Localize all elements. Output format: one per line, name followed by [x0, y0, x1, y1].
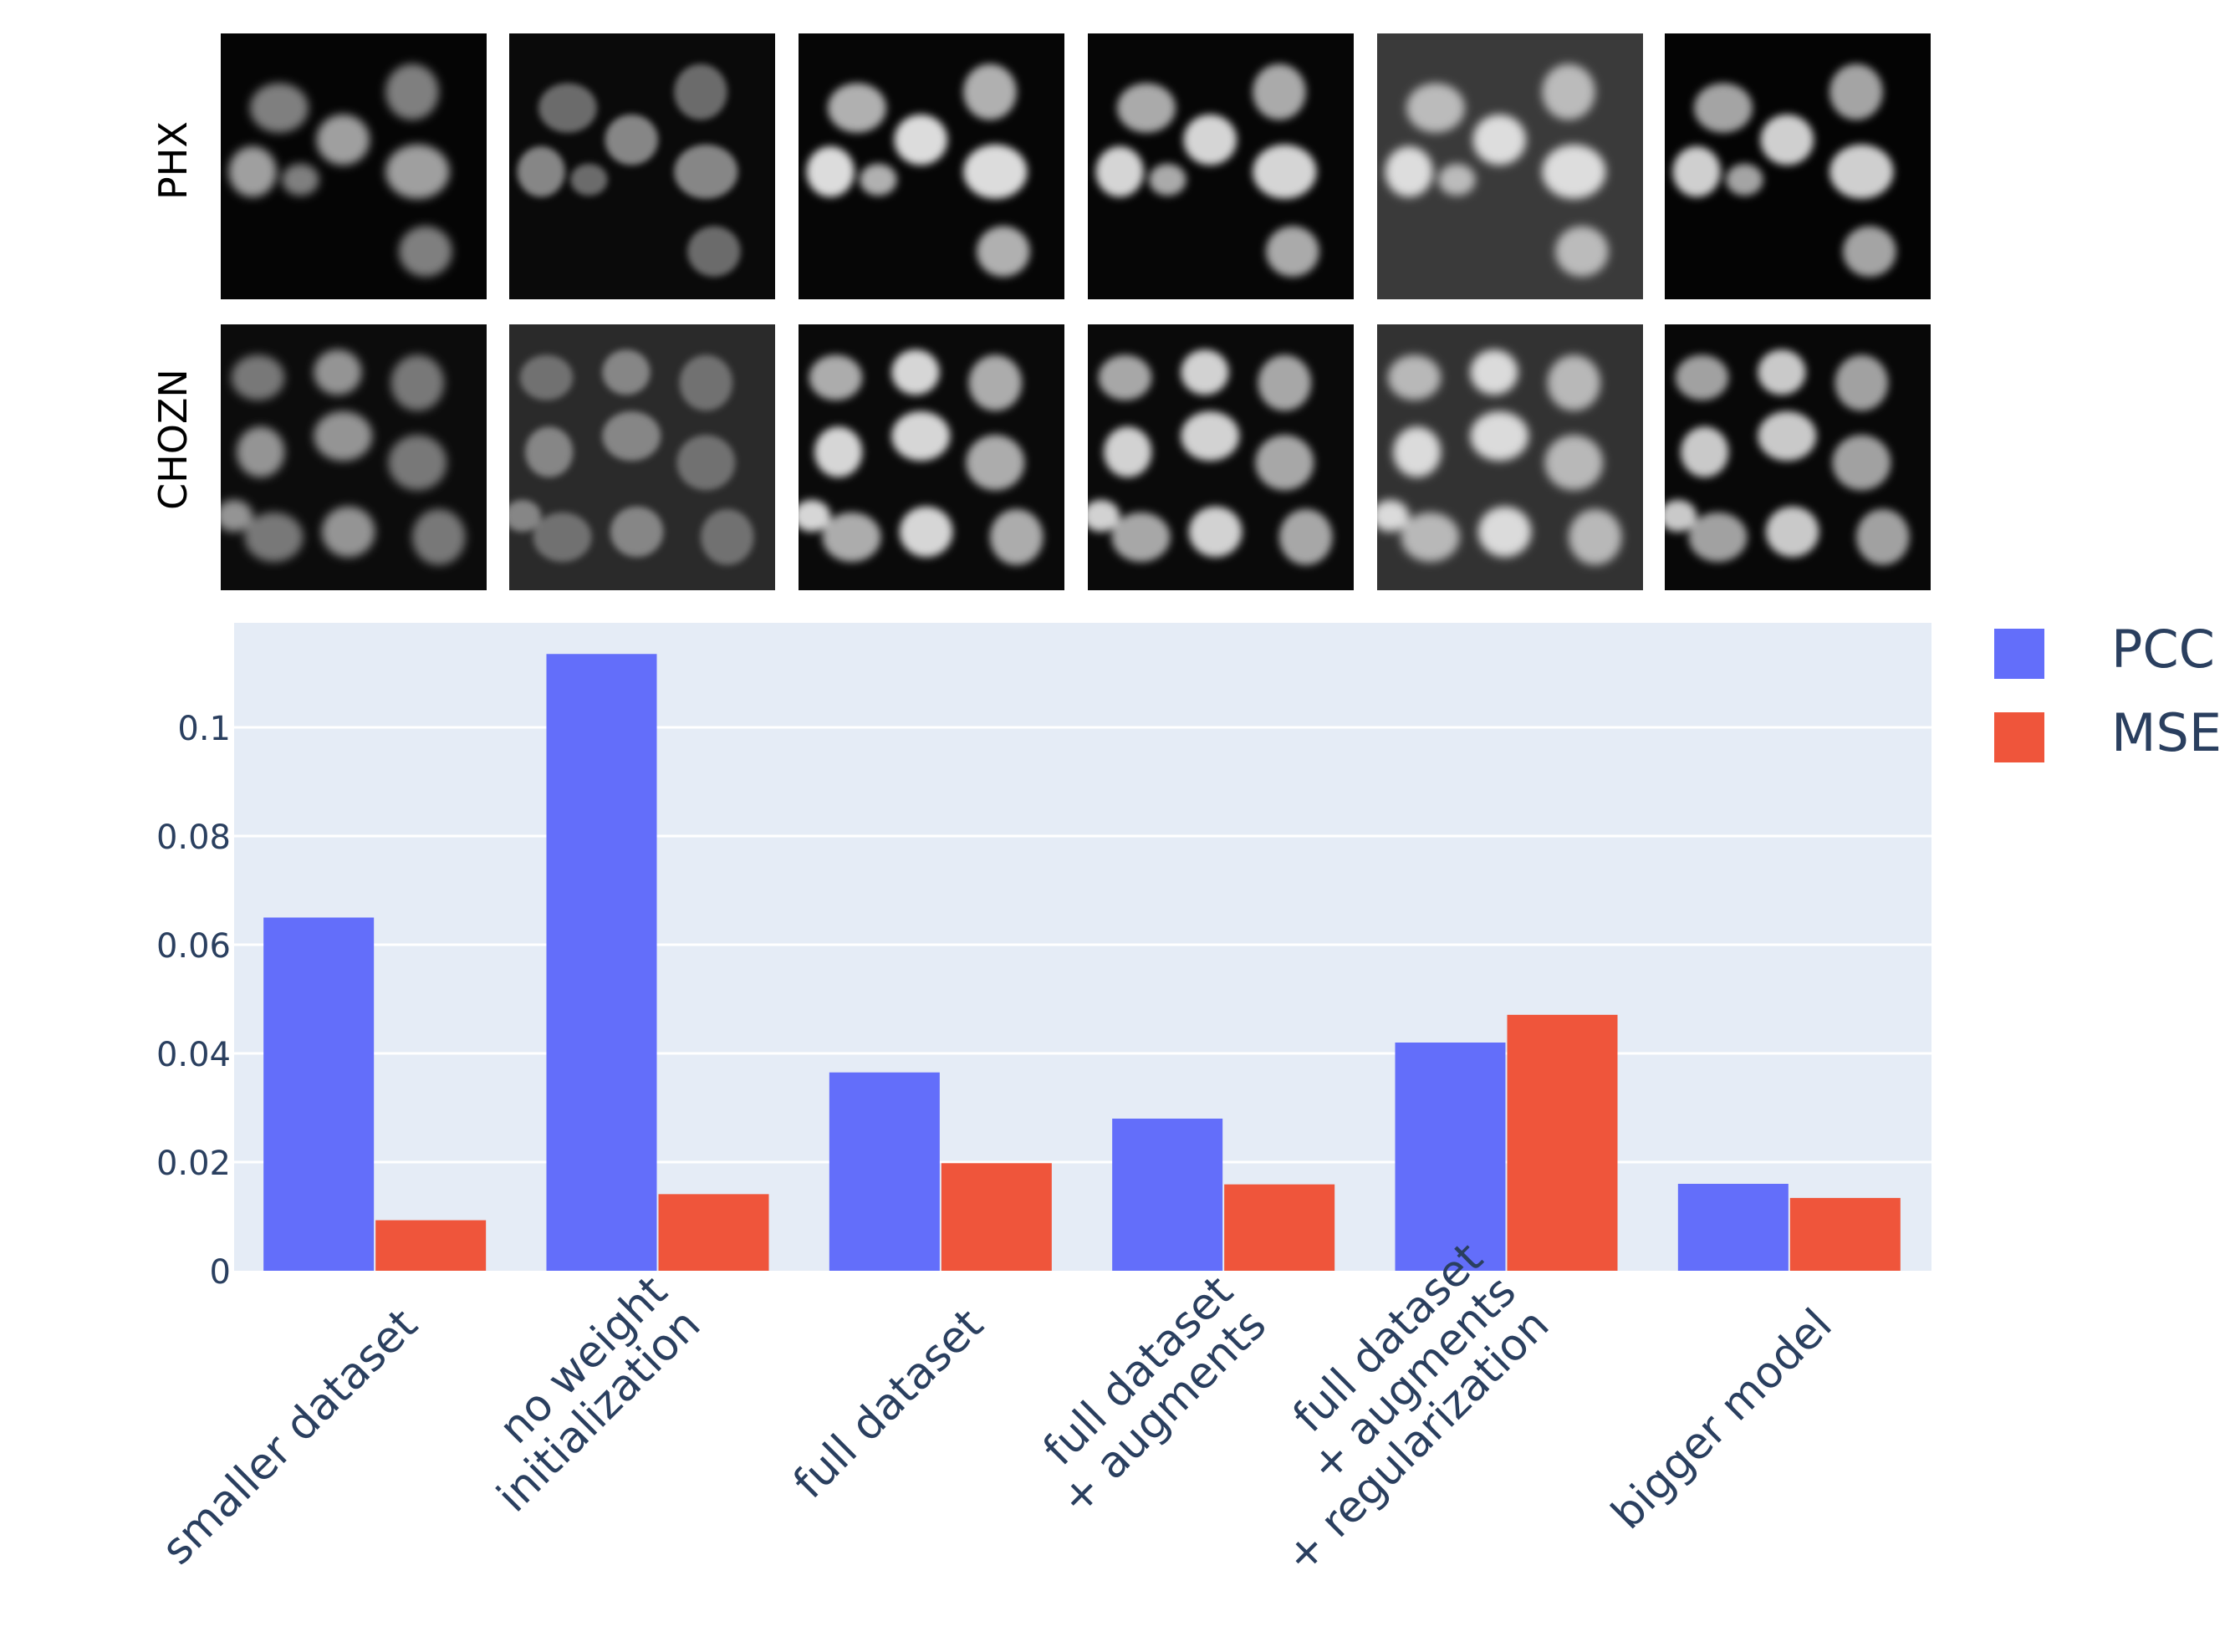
plot-area [234, 623, 1931, 1271]
micrograph-phx-4 [1088, 33, 1354, 299]
bar-mse-4[interactable] [1224, 1184, 1335, 1271]
y-tick-label: 0 [210, 1253, 231, 1292]
y-tick-label: 0.06 [156, 927, 231, 966]
y-tick-labels: 0 0.02 0.04 0.06 0.08 0.1 [156, 710, 231, 1292]
y-tick-label: 0.04 [156, 1036, 231, 1074]
bar-mse-3[interactable] [941, 1163, 1052, 1271]
micrograph-chozn-4 [1088, 324, 1354, 590]
legend-item-mse[interactable]: MSE [1994, 702, 2228, 769]
y-tick-label: 0.08 [156, 818, 231, 857]
x-tick-label-line: full dataset [784, 1299, 993, 1508]
micrograph-phx-3 [799, 33, 1064, 299]
bar-pcc-3[interactable] [829, 1072, 940, 1271]
bar-mse-6[interactable] [1789, 1197, 1901, 1271]
micrograph-phx-6 [1665, 33, 1931, 299]
micrograph-phx-2 [509, 33, 775, 299]
bar-pcc-4[interactable] [1112, 1119, 1223, 1271]
micrograph-chozn-5 [1377, 324, 1643, 590]
x-tick-label-5: full dataset+ augments+ regularization [1276, 1233, 1559, 1583]
grid-lines [234, 726, 1931, 1164]
legend-swatch-pcc [1994, 629, 2044, 679]
bar-mse-1[interactable] [375, 1220, 487, 1271]
x-tick-label-6: bigger model [1602, 1299, 1842, 1539]
legend-label-mse: MSE [2111, 702, 2222, 763]
micrograph-chozn-6 [1665, 324, 1931, 590]
x-tick-label-4: full dataset+ augments [1034, 1267, 1276, 1525]
bar-pcc-2[interactable] [546, 654, 657, 1271]
bar-pcc-5[interactable] [1395, 1043, 1506, 1271]
x-tick-label-line: bigger model [1602, 1299, 1842, 1539]
legend-swatch-mse [1994, 712, 2044, 762]
micrograph-chozn-1 [221, 324, 487, 590]
legend-item-pcc[interactable]: PCC [1994, 619, 2228, 686]
x-tick-label-3: full dataset [784, 1299, 993, 1508]
bar-pcc-1[interactable] [263, 917, 375, 1272]
y-tick-label: 0.1 [177, 710, 231, 748]
micrograph-chozn-2 [509, 324, 775, 590]
micrograph-phx-1 [221, 33, 487, 299]
x-tick-label-line: smaller dataset [152, 1299, 427, 1574]
bar-mse-2[interactable] [658, 1194, 769, 1271]
bar-pcc-6[interactable] [1677, 1184, 1789, 1271]
bars [263, 654, 1901, 1271]
micrograph-chozn-3 [799, 324, 1064, 590]
y-tick-label: 0.02 [156, 1145, 231, 1183]
bar-mse-5[interactable] [1507, 1014, 1618, 1271]
x-tick-label-1: smaller dataset [152, 1299, 427, 1574]
micrograph-phx-5 [1377, 33, 1643, 299]
legend-label-pcc: PCC [2111, 619, 2215, 680]
